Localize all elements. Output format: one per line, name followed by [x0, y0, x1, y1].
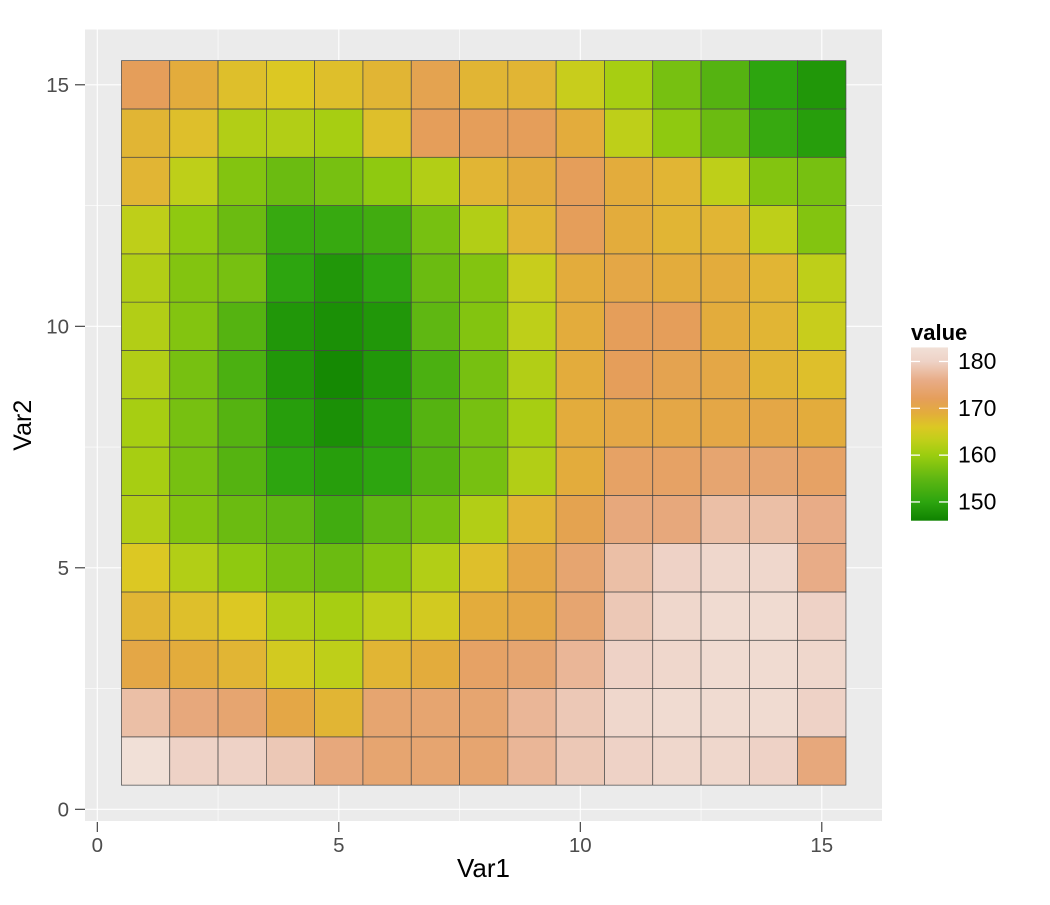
svg-text:150: 150 [958, 488, 996, 514]
svg-text:15: 15 [810, 834, 833, 857]
svg-text:5: 5 [58, 557, 69, 580]
svg-text:0: 0 [92, 834, 103, 857]
svg-text:value: value [911, 320, 967, 345]
svg-text:Var1: Var1 [457, 853, 510, 883]
svg-text:10: 10 [569, 834, 592, 857]
svg-text:Var2: Var2 [9, 400, 37, 451]
svg-text:15: 15 [46, 74, 69, 97]
svg-text:0: 0 [58, 798, 69, 821]
svg-text:10: 10 [46, 315, 69, 338]
svg-text:5: 5 [333, 834, 344, 857]
svg-text:170: 170 [958, 395, 996, 421]
svg-text:180: 180 [958, 348, 996, 374]
svg-text:160: 160 [958, 442, 996, 468]
